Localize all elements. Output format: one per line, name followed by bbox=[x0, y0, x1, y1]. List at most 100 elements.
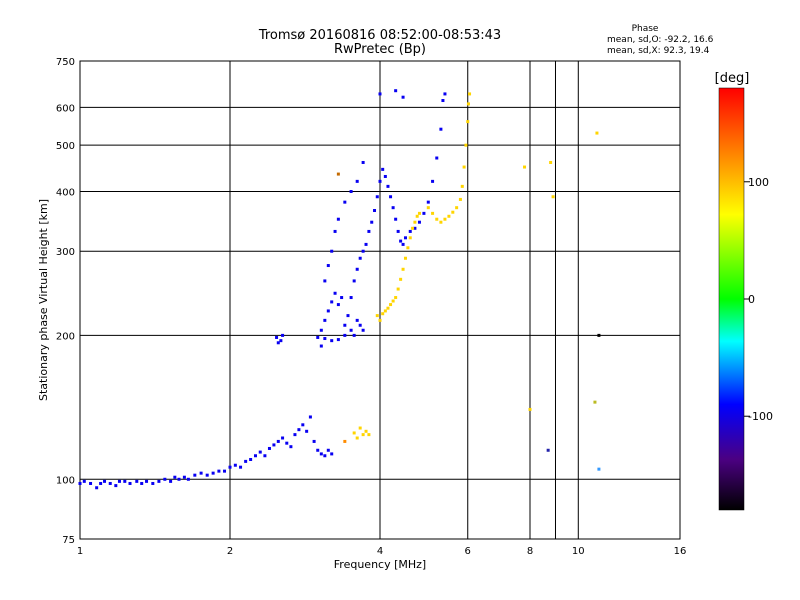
data-point bbox=[316, 335, 320, 339]
data-point bbox=[378, 318, 382, 322]
y-tick-label: 75 bbox=[62, 535, 75, 546]
data-point bbox=[435, 156, 439, 160]
data-point bbox=[330, 339, 334, 343]
data-point bbox=[406, 246, 410, 250]
data-point bbox=[383, 309, 387, 313]
colorbar-label: [deg] bbox=[715, 71, 750, 86]
data-point bbox=[323, 279, 327, 283]
data-point bbox=[340, 296, 344, 300]
data-point bbox=[228, 465, 232, 469]
data-point bbox=[364, 242, 368, 246]
x-tick-label: 10 bbox=[572, 546, 585, 557]
data-point bbox=[468, 92, 472, 96]
data-point bbox=[549, 160, 553, 164]
data-point bbox=[330, 452, 334, 456]
data-point bbox=[123, 479, 127, 483]
data-point bbox=[258, 450, 262, 454]
data-point bbox=[330, 249, 334, 253]
x-tick-label: 2 bbox=[227, 546, 233, 557]
y-tick-label: 200 bbox=[56, 331, 75, 342]
data-point bbox=[381, 312, 385, 316]
colorbar-tick-label: 0 bbox=[748, 293, 755, 306]
y-axis-label: Stationary phase Virtual Height [km] bbox=[37, 199, 50, 401]
y-tick-label: 500 bbox=[56, 141, 75, 152]
data-point bbox=[464, 143, 468, 147]
data-point bbox=[343, 200, 347, 204]
data-point bbox=[466, 102, 470, 106]
data-point bbox=[413, 226, 417, 230]
y-tick-label: 100 bbox=[56, 475, 75, 486]
data-point bbox=[99, 481, 103, 485]
data-point bbox=[319, 328, 323, 332]
data-point bbox=[391, 299, 395, 303]
data-point bbox=[301, 423, 305, 427]
data-point bbox=[373, 209, 377, 213]
data-point bbox=[333, 291, 337, 295]
data-point bbox=[413, 220, 417, 224]
data-point bbox=[417, 211, 421, 215]
data-point bbox=[386, 306, 390, 310]
data-point bbox=[169, 479, 173, 483]
data-point bbox=[546, 448, 550, 452]
data-point bbox=[595, 131, 599, 135]
data-point bbox=[435, 217, 439, 221]
data-points bbox=[78, 89, 601, 490]
data-point bbox=[233, 463, 237, 467]
data-point bbox=[293, 433, 297, 437]
data-point bbox=[394, 217, 398, 221]
colorbar-tick-label: 100 bbox=[748, 176, 769, 189]
data-point bbox=[355, 436, 359, 440]
data-point bbox=[272, 443, 276, 447]
data-point bbox=[417, 220, 421, 224]
data-point bbox=[426, 200, 430, 204]
data-point bbox=[378, 92, 382, 96]
data-point bbox=[323, 318, 327, 322]
data-point bbox=[358, 323, 362, 327]
data-point bbox=[361, 328, 365, 332]
data-point bbox=[312, 439, 316, 443]
data-point bbox=[276, 439, 280, 443]
data-point bbox=[383, 174, 387, 178]
data-point bbox=[391, 206, 395, 210]
data-point bbox=[211, 471, 215, 475]
data-point bbox=[422, 211, 426, 215]
x-tick-label: 6 bbox=[465, 546, 471, 557]
data-point bbox=[140, 481, 144, 485]
data-point bbox=[308, 415, 312, 419]
data-point bbox=[352, 279, 356, 283]
data-point bbox=[403, 236, 407, 240]
y-tick-label: 750 bbox=[56, 57, 75, 68]
data-point bbox=[186, 477, 190, 481]
x-tick-label: 1 bbox=[77, 546, 83, 557]
data-point bbox=[411, 226, 415, 230]
data-point bbox=[151, 481, 155, 485]
data-point bbox=[276, 341, 280, 345]
data-point bbox=[415, 214, 419, 218]
data-point bbox=[361, 433, 365, 437]
data-point bbox=[355, 179, 359, 183]
data-point bbox=[389, 195, 393, 199]
data-point bbox=[597, 333, 601, 337]
data-point bbox=[319, 452, 323, 456]
data-point bbox=[364, 429, 368, 433]
data-point bbox=[223, 469, 227, 473]
data-point bbox=[358, 426, 362, 430]
data-point bbox=[349, 296, 353, 300]
data-point bbox=[399, 239, 403, 243]
data-point bbox=[355, 318, 359, 322]
data-point bbox=[323, 337, 327, 341]
data-point bbox=[249, 457, 253, 461]
data-point bbox=[381, 167, 385, 171]
data-point bbox=[199, 471, 203, 475]
data-point bbox=[551, 195, 555, 199]
data-point bbox=[593, 400, 597, 404]
data-point bbox=[401, 242, 405, 246]
data-point bbox=[401, 267, 405, 271]
data-point bbox=[305, 429, 309, 433]
data-point bbox=[375, 314, 379, 318]
data-point bbox=[205, 473, 209, 477]
data-point bbox=[352, 333, 356, 337]
data-point bbox=[458, 197, 462, 201]
plot-frame bbox=[79, 60, 681, 540]
